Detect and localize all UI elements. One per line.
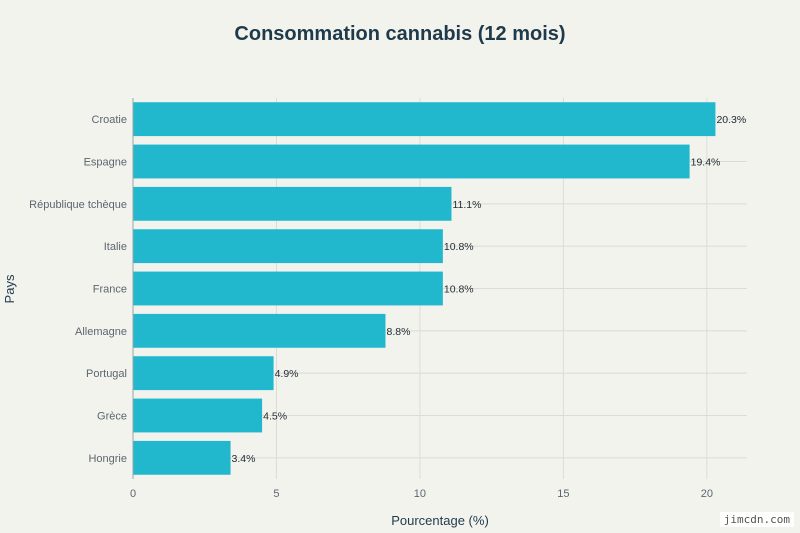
bar	[133, 440, 231, 475]
bar	[133, 186, 452, 221]
x-axis: 0 5 10 15 20	[130, 488, 713, 500]
bar	[133, 102, 716, 137]
data-label: 3.4%	[232, 453, 256, 465]
bar	[133, 398, 263, 433]
y-tick-label: Croatie	[92, 114, 127, 126]
data-label: 10.8%	[444, 241, 474, 253]
y-tick-label: Portugal	[86, 368, 127, 380]
y-tick-label: Espagne	[84, 157, 127, 169]
y-tick-label: Hongrie	[88, 453, 127, 465]
watermark: jimcdn.com	[719, 512, 794, 527]
data-labels: 20.3% 19.4% 11.1% 10.8% 10.8% 8.8% 4.9% 4.5% 3.4…	[232, 114, 747, 465]
bars	[133, 102, 716, 475]
bar	[133, 144, 690, 179]
bar	[133, 356, 274, 391]
y-axis: Croatie Espagne République tchèque Italie Fr…	[29, 98, 134, 479]
x-axis-title: Pourcentage (%)	[391, 513, 489, 528]
data-label: 11.1%	[452, 199, 481, 211]
bar	[133, 229, 443, 264]
y-tick-label: République tchèque	[29, 199, 127, 211]
x-tick-label: 15	[557, 488, 569, 500]
data-label: 8.8%	[386, 326, 410, 338]
y-tick-label: Grèce	[97, 411, 127, 423]
data-label: 20.3%	[716, 114, 746, 126]
data-label: 4.9%	[275, 368, 299, 380]
bar	[133, 313, 386, 348]
bar	[133, 271, 443, 306]
y-axis-title: Pays	[2, 274, 17, 303]
x-tick-label: 0	[130, 488, 136, 500]
x-tick-label: 10	[414, 488, 426, 500]
data-label: 10.8%	[444, 284, 474, 296]
y-tick-label: France	[93, 284, 127, 296]
x-tick-label: 20	[701, 488, 713, 500]
y-tick-label: Allemagne	[75, 326, 127, 338]
x-tick-label: 5	[273, 488, 279, 500]
y-tick-label: Italie	[104, 241, 127, 253]
data-label: 19.4%	[691, 157, 721, 169]
data-label: 4.5%	[263, 411, 287, 423]
chart-title: Consommation cannabis (12 mois)	[234, 23, 565, 45]
